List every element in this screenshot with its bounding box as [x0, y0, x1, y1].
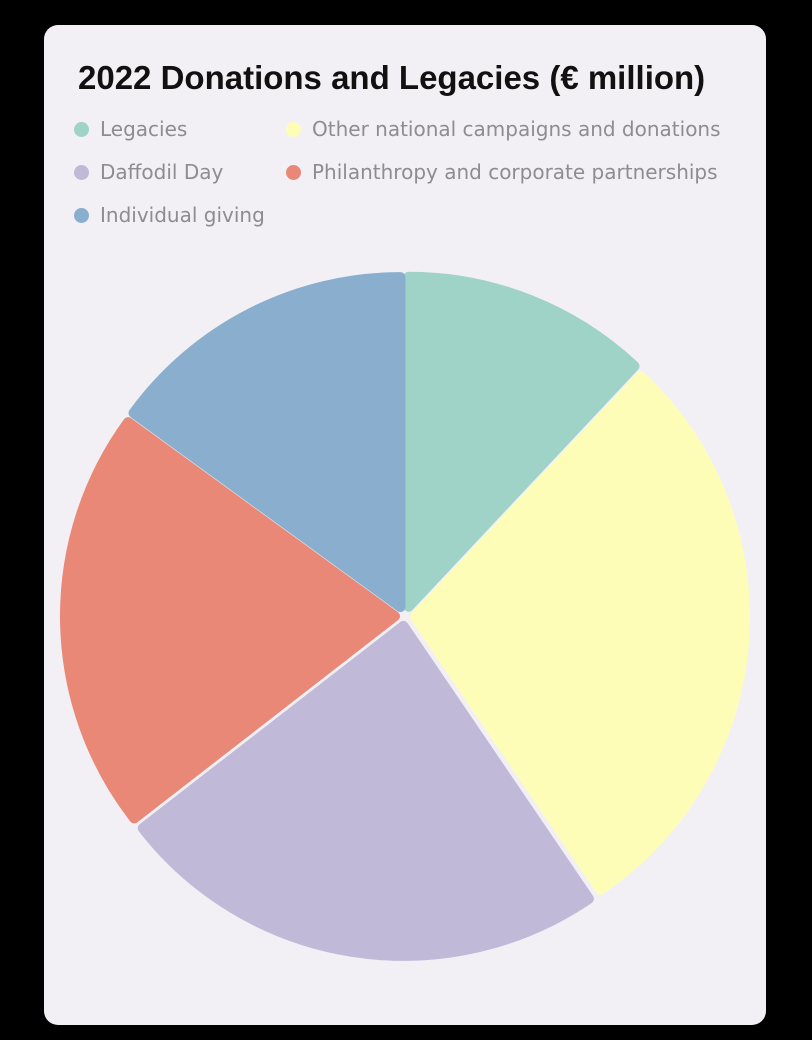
legend-item[interactable]: Daffodil Day: [74, 160, 223, 184]
pie-slices: [60, 271, 750, 961]
legend-item[interactable]: Philanthropy and corporate partnerships: [286, 160, 718, 184]
legend-item[interactable]: Other national campaigns and donations: [286, 117, 721, 141]
pie-slice[interactable]: [403, 271, 640, 612]
legend-item[interactable]: Individual giving: [74, 203, 265, 227]
legend-swatch: [286, 121, 301, 137]
legend-swatch: [74, 121, 89, 137]
legend-label: Philanthropy and corporate partnerships: [312, 160, 718, 184]
legend-label: Legacies: [100, 117, 188, 141]
pie-slice[interactable]: [409, 371, 750, 895]
legend-label: Other national campaigns and donations: [312, 117, 721, 141]
legend-label: Individual giving: [100, 203, 265, 227]
pie-chart: [60, 271, 750, 961]
legend-swatch: [74, 207, 89, 223]
chart-title: 2022 Donations and Legacies (€ million): [78, 59, 706, 96]
legend-swatch: [286, 164, 301, 180]
pie-slice[interactable]: [60, 417, 400, 824]
legend-item[interactable]: Legacies: [74, 117, 187, 141]
chart-card: 2022 Donations and Legacies (€ million) …: [44, 25, 766, 1025]
legend-label: Daffodil Day: [100, 160, 224, 184]
pie-slice[interactable]: [128, 272, 406, 613]
pie-slice[interactable]: [137, 620, 594, 961]
legend-swatch: [74, 164, 89, 180]
